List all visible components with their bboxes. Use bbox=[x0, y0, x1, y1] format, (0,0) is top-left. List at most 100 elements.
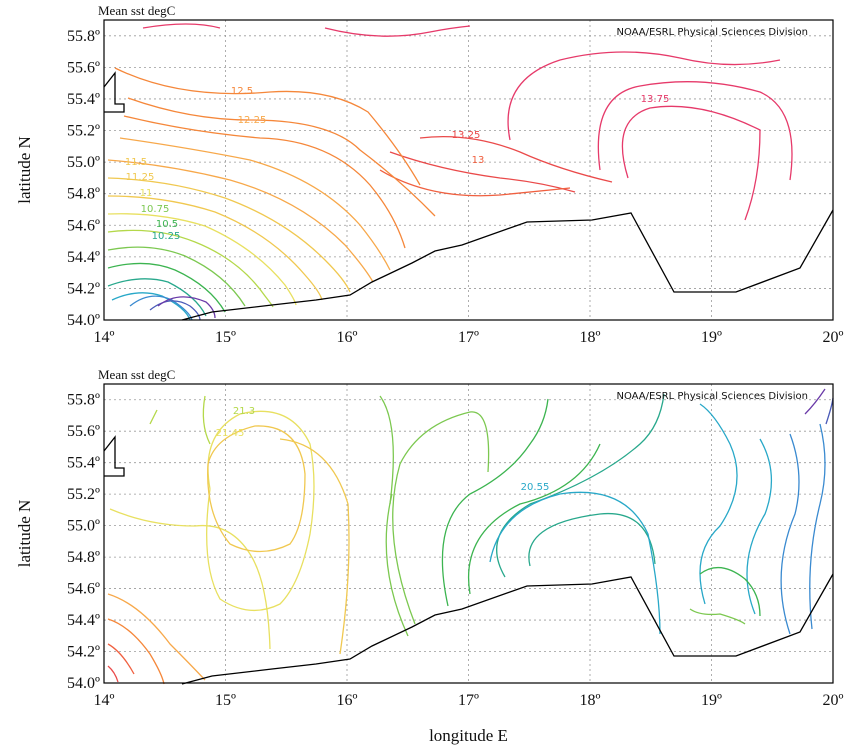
sst-contour-line bbox=[107, 213, 297, 306]
x-tick-label: 17º bbox=[458, 329, 479, 346]
y-axis-label: latitude N bbox=[15, 500, 34, 568]
sst-contour-line bbox=[419, 136, 613, 183]
sst-contours: 13.75 13.25 13 12.5 12.25 11.5 11.25 11 10.75 10.… bbox=[103, 23, 834, 321]
y-tick-label: 54.6º bbox=[67, 217, 100, 234]
y-tick-label: 55.0º bbox=[67, 154, 100, 171]
sst-contour-line bbox=[389, 151, 576, 193]
sst-contour-line bbox=[279, 438, 350, 655]
coastline bbox=[181, 209, 834, 321]
sst-contour-line bbox=[392, 411, 490, 625]
y-tick-label: 55.8º bbox=[67, 392, 100, 409]
sst-contour-line bbox=[809, 423, 826, 630]
y-tick-label: 55.0º bbox=[67, 518, 100, 535]
sst-contour-line bbox=[107, 665, 119, 683]
sst-contour-line bbox=[379, 395, 394, 505]
x-tick-label: 19º bbox=[701, 329, 722, 346]
sst-contour-line bbox=[107, 229, 274, 308]
sst-contour-line bbox=[111, 292, 191, 321]
sst-contour-line bbox=[597, 81, 793, 181]
x-tick-label: 15º bbox=[215, 692, 236, 709]
y-tick-label: 54.6º bbox=[67, 581, 100, 598]
contour-label: 10.5 bbox=[156, 219, 178, 230]
sst-contour-line bbox=[114, 67, 421, 186]
sst-contour-line bbox=[699, 567, 761, 617]
sst-contour-line bbox=[127, 97, 436, 217]
credit-text: NOAA/ESRL Physical Sciences Division bbox=[617, 391, 809, 402]
sst-contour-line bbox=[142, 23, 221, 29]
sst-contour-line bbox=[621, 105, 761, 221]
x-tick-label: 15º bbox=[215, 329, 236, 346]
y-tick-label: 55.4º bbox=[67, 455, 100, 472]
y-tick-label: 55.6º bbox=[67, 423, 100, 440]
sst-contour-line bbox=[107, 262, 226, 313]
sst-contour-line bbox=[324, 25, 471, 37]
sst-contour-line bbox=[109, 508, 271, 650]
sst-contour-line bbox=[202, 395, 211, 445]
sst-contour-line bbox=[157, 296, 216, 319]
sst-contour-line bbox=[149, 409, 158, 425]
sst-contour-line bbox=[107, 159, 374, 283]
coastline-west bbox=[103, 435, 125, 477]
contour-label: 21.45 bbox=[216, 428, 245, 439]
x-tick-label: 19º bbox=[701, 692, 722, 709]
sst-contour-line bbox=[804, 388, 826, 415]
sst-contour-line bbox=[780, 433, 800, 635]
sst-contours: 21.3 21.45 20.55 bbox=[103, 388, 834, 685]
panel-title: Mean sst degC bbox=[98, 3, 175, 18]
sst-contour-line bbox=[385, 493, 409, 637]
sst-contour-line bbox=[528, 512, 656, 567]
y-tick-label: 54.8º bbox=[67, 549, 100, 566]
sst-contour-line bbox=[129, 295, 193, 321]
y-axis-label: latitude N bbox=[15, 136, 34, 204]
y-tick-label: 54.2º bbox=[67, 280, 100, 297]
credit-text: NOAA/ESRL Physical Sciences Division bbox=[617, 27, 809, 38]
y-tick-label: 54.0º bbox=[67, 312, 100, 329]
y-tick-label: 54.0º bbox=[67, 675, 100, 692]
contour-label: 11 bbox=[140, 188, 153, 199]
contour-label: 12.5 bbox=[231, 86, 253, 97]
plot-frame bbox=[103, 383, 834, 684]
sst-contour-line bbox=[107, 246, 246, 307]
sst-contour-line bbox=[489, 491, 661, 635]
contour-label: 20.55 bbox=[521, 482, 550, 493]
coastline-west bbox=[103, 71, 125, 113]
sst-contour-line bbox=[379, 169, 571, 197]
sst-contour-line bbox=[107, 278, 207, 317]
x-tick-label: 20º bbox=[823, 329, 844, 346]
contour-label: 13 bbox=[472, 155, 485, 166]
sst-contour-line bbox=[746, 438, 773, 615]
y-tick-label: 55.8º bbox=[67, 28, 100, 45]
sst-contour-line bbox=[468, 443, 601, 595]
sst-contour-line bbox=[207, 425, 306, 553]
sst-contour-line bbox=[119, 137, 391, 271]
y-tick-label: 55.4º bbox=[67, 91, 100, 108]
x-tick-label: 18º bbox=[580, 692, 601, 709]
sst-contour-line bbox=[441, 398, 549, 607]
x-axis-label: longitude E bbox=[429, 726, 508, 745]
y-tick-label: 54.2º bbox=[67, 644, 100, 661]
y-tick-label: 54.4º bbox=[67, 612, 100, 629]
sst-contour-line bbox=[107, 643, 135, 675]
y-tick-label: 55.2º bbox=[67, 123, 100, 140]
contour-label: 11.25 bbox=[126, 172, 155, 183]
sst-contour-line bbox=[107, 177, 351, 293]
x-tick-label: 16º bbox=[337, 329, 358, 346]
map-panel-1: 13.75 13.25 13 12.5 12.25 11.5 11.25 11 10.75 10.… bbox=[15, 3, 844, 346]
coastline bbox=[181, 573, 834, 685]
contour-label: 13.75 bbox=[641, 94, 670, 105]
contour-label: 10.75 bbox=[141, 204, 170, 215]
x-tick-label: 18º bbox=[580, 329, 601, 346]
x-tick-label: 20º bbox=[823, 692, 844, 709]
sst-contour-line bbox=[206, 410, 315, 612]
contour-label: 21.3 bbox=[233, 406, 255, 417]
sst-contour-line bbox=[699, 403, 738, 605]
y-tick-label: 54.8º bbox=[67, 186, 100, 203]
sst-contour-line bbox=[689, 608, 746, 625]
x-tick-label: 17º bbox=[458, 692, 479, 709]
panel-title: Mean sst degC bbox=[98, 367, 175, 382]
sst-contour-line bbox=[123, 115, 406, 249]
sst-contour-line bbox=[825, 397, 834, 425]
sst-contour-line bbox=[507, 51, 781, 141]
x-tick-label: 14º bbox=[94, 692, 115, 709]
